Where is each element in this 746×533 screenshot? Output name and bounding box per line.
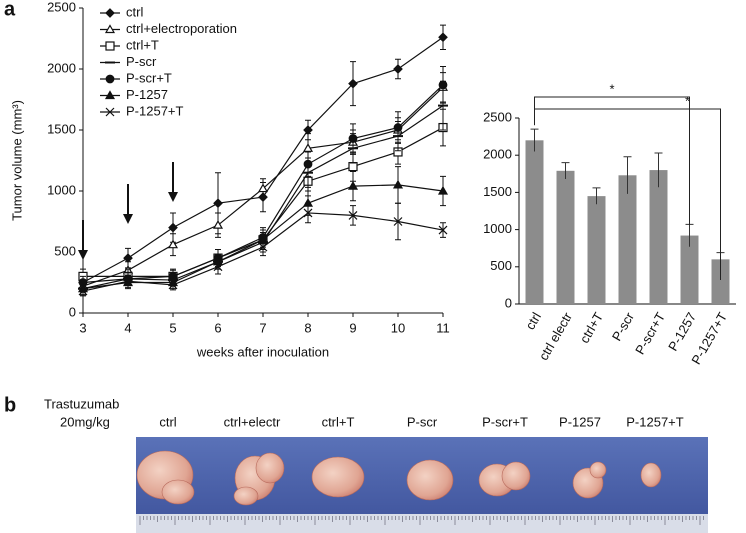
y-axis-label: Tumor volume (mm³) bbox=[9, 100, 24, 221]
y-tick-label: 1000 bbox=[483, 221, 512, 236]
marker bbox=[104, 90, 116, 100]
photo bbox=[136, 437, 708, 533]
bar bbox=[556, 170, 575, 304]
significance-label: * bbox=[685, 93, 690, 108]
photo-dose: 20mg/kg bbox=[60, 414, 110, 429]
y-tick-label: 1000 bbox=[47, 182, 76, 197]
significance-label: * bbox=[609, 81, 614, 96]
marker bbox=[212, 219, 224, 229]
bar bbox=[711, 259, 730, 304]
marker bbox=[438, 80, 448, 90]
arrow-head bbox=[168, 192, 178, 202]
marker bbox=[348, 210, 358, 220]
marker bbox=[168, 222, 178, 233]
y-tick-label: 500 bbox=[490, 258, 512, 273]
marker bbox=[78, 286, 88, 296]
x-tick-label: 8 bbox=[304, 320, 311, 335]
marker bbox=[303, 159, 313, 169]
marker bbox=[393, 123, 403, 132]
y-tick-label: 1500 bbox=[483, 184, 512, 199]
photo-label: ctrl bbox=[159, 414, 176, 429]
marker bbox=[303, 208, 313, 218]
marker bbox=[104, 24, 116, 34]
x-tick-label: P-scr+T bbox=[632, 310, 668, 357]
x-tick-label: 5 bbox=[169, 320, 176, 335]
marker bbox=[302, 143, 314, 152]
marker bbox=[393, 217, 403, 226]
y-tick-label: 0 bbox=[69, 304, 76, 319]
error-bar bbox=[530, 128, 539, 152]
y-tick-label: 2500 bbox=[47, 0, 76, 14]
marker bbox=[167, 239, 179, 249]
y-tick-label: 2000 bbox=[47, 60, 76, 75]
marker bbox=[348, 134, 358, 143]
legend-label: ctrl bbox=[126, 4, 143, 19]
error-bar bbox=[654, 152, 663, 188]
arrow-head bbox=[123, 214, 133, 224]
bar bbox=[649, 170, 668, 304]
marker bbox=[438, 225, 448, 235]
x-tick-label: 4 bbox=[124, 320, 131, 335]
error-bar bbox=[623, 156, 632, 194]
marker bbox=[348, 162, 358, 172]
marker bbox=[258, 242, 268, 252]
x-tick-label: 10 bbox=[391, 320, 405, 335]
marker bbox=[105, 107, 115, 117]
y-tick-label: 1500 bbox=[47, 121, 76, 136]
panel-label: a bbox=[4, 0, 16, 20]
x-tick-label: ctrl+T bbox=[577, 310, 606, 346]
marker bbox=[168, 280, 178, 290]
marker bbox=[437, 185, 449, 195]
legend-label: ctrl+electroporation bbox=[126, 21, 237, 36]
error-bar bbox=[561, 162, 570, 180]
x-tick-label: ctrl bbox=[522, 310, 544, 333]
bar bbox=[618, 175, 637, 304]
bar bbox=[525, 140, 544, 304]
y-tick-label: 500 bbox=[54, 243, 76, 258]
legend-label: P-1257+T bbox=[126, 103, 184, 118]
photo-label: P-scr+T bbox=[482, 414, 528, 429]
significance-bracket bbox=[534, 108, 721, 280]
marker bbox=[105, 41, 115, 51]
x-tick-label: 9 bbox=[349, 320, 356, 335]
photo-label: P-scr bbox=[407, 414, 438, 429]
x-tick-label: 11 bbox=[436, 320, 450, 335]
marker bbox=[213, 262, 223, 272]
bar bbox=[680, 235, 699, 304]
x-tick-label: 3 bbox=[79, 320, 86, 335]
legend-label: P-scr+T bbox=[126, 70, 172, 85]
marker bbox=[105, 74, 115, 84]
x-axis-label: weeks after inoculation bbox=[196, 344, 329, 359]
marker bbox=[123, 253, 133, 263]
legend-label: ctrl+T bbox=[126, 37, 159, 52]
marker bbox=[393, 64, 403, 74]
x-tick-label: 7 bbox=[259, 320, 266, 335]
photo-treatment: Trastuzumab bbox=[44, 396, 119, 411]
photo-label: ctrl+electr bbox=[224, 414, 281, 429]
marker bbox=[438, 32, 448, 43]
x-tick-label: P-scr bbox=[609, 309, 637, 343]
bar bbox=[587, 196, 606, 304]
marker bbox=[257, 183, 269, 193]
photo-label: P-1257 bbox=[559, 414, 601, 429]
marker bbox=[347, 180, 359, 190]
error-bar bbox=[592, 187, 601, 205]
y-tick-label: 2500 bbox=[483, 109, 512, 124]
photo-label: ctrl+T bbox=[322, 414, 355, 429]
arrow-head bbox=[78, 250, 88, 260]
marker bbox=[392, 179, 404, 189]
marker bbox=[123, 276, 133, 286]
panel-label: b bbox=[4, 394, 16, 416]
x-tick-label: P-1257 bbox=[665, 310, 699, 354]
legend-label: P-scr bbox=[126, 54, 157, 69]
marker bbox=[213, 198, 223, 209]
marker bbox=[348, 78, 358, 89]
y-tick-label: 2000 bbox=[483, 147, 512, 162]
x-tick-label: 6 bbox=[214, 320, 221, 335]
y-tick-label: 0 bbox=[505, 295, 512, 310]
marker bbox=[105, 8, 115, 18]
photo-label: P-1257+T bbox=[626, 414, 684, 429]
legend-label: P-1257 bbox=[126, 87, 168, 102]
